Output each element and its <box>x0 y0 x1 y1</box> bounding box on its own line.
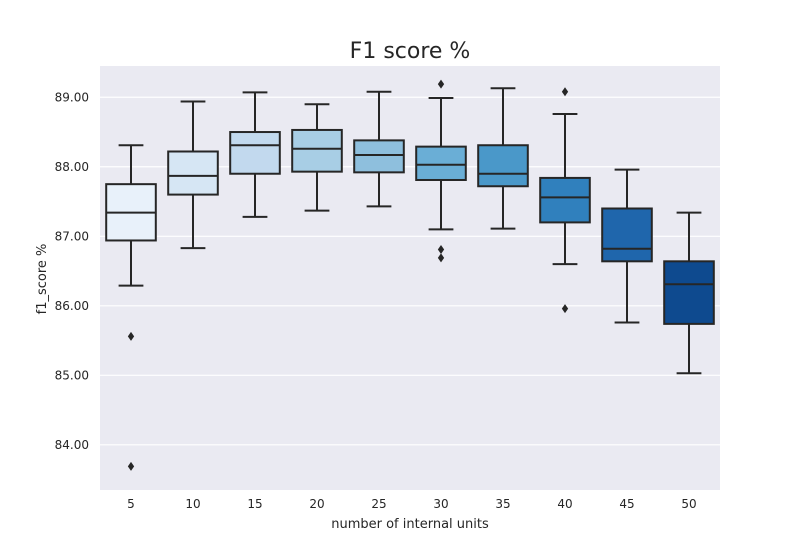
outlier-point <box>561 304 569 314</box>
box-20 <box>291 103 343 212</box>
outlier-point <box>437 79 445 89</box>
y-tick-label: 89.00 <box>55 90 89 104</box>
plot-area <box>100 66 720 490</box>
y-tick-labels: 84.00 85.00 86.00 87.00 88.00 89.00 <box>55 90 89 452</box>
iqr-box <box>539 176 591 224</box>
iqr-box <box>415 145 467 181</box>
outlier-point <box>437 253 445 263</box>
iqr-box <box>663 260 715 325</box>
iqr-box <box>477 144 529 188</box>
x-tick-label: 5 <box>127 497 135 511</box>
chart-title: F1 score % <box>350 39 471 64</box>
box-series <box>105 79 715 471</box>
y-tick-label: 87.00 <box>55 229 89 243</box>
x-axis-label: number of internal units <box>331 517 489 532</box>
outlier-point <box>127 461 135 471</box>
x-tick-label: 10 <box>185 497 200 511</box>
iqr-box <box>229 131 281 175</box>
x-tick-label: 15 <box>247 497 262 511</box>
x-tick-label: 50 <box>681 497 696 511</box>
outlier-point <box>437 245 445 255</box>
box-40 <box>539 87 591 314</box>
grid-lines <box>100 96 720 446</box>
iqr-box <box>291 128 343 173</box>
x-tick-label: 20 <box>309 497 324 511</box>
box-5 <box>105 144 157 471</box>
x-tick-label: 25 <box>371 497 386 511</box>
outlier-point <box>561 87 569 97</box>
y-tick-label: 84.00 <box>55 438 89 452</box>
y-axis-label: f1_score % <box>35 244 50 315</box>
iqr-box <box>601 207 653 263</box>
x-tick-labels: 5 10 15 20 25 30 35 40 45 50 <box>127 497 696 511</box>
box-25 <box>353 90 405 208</box>
box-50 <box>663 211 715 375</box>
box-35 <box>477 87 529 230</box>
y-tick-label: 86.00 <box>55 299 89 313</box>
y-tick-label: 88.00 <box>55 160 89 174</box>
x-tick-label: 45 <box>619 497 634 511</box>
y-tick-label: 85.00 <box>55 368 89 382</box>
x-tick-label: 40 <box>557 497 572 511</box>
box-45 <box>601 168 653 324</box>
iqr-box <box>167 150 219 196</box>
iqr-box <box>353 139 405 174</box>
x-tick-label: 35 <box>495 497 510 511</box>
box-15 <box>229 91 281 218</box>
x-tick-label: 30 <box>433 497 448 511</box>
box-10 <box>167 100 219 250</box>
outlier-point <box>127 331 135 341</box>
box-30 <box>415 79 467 263</box>
